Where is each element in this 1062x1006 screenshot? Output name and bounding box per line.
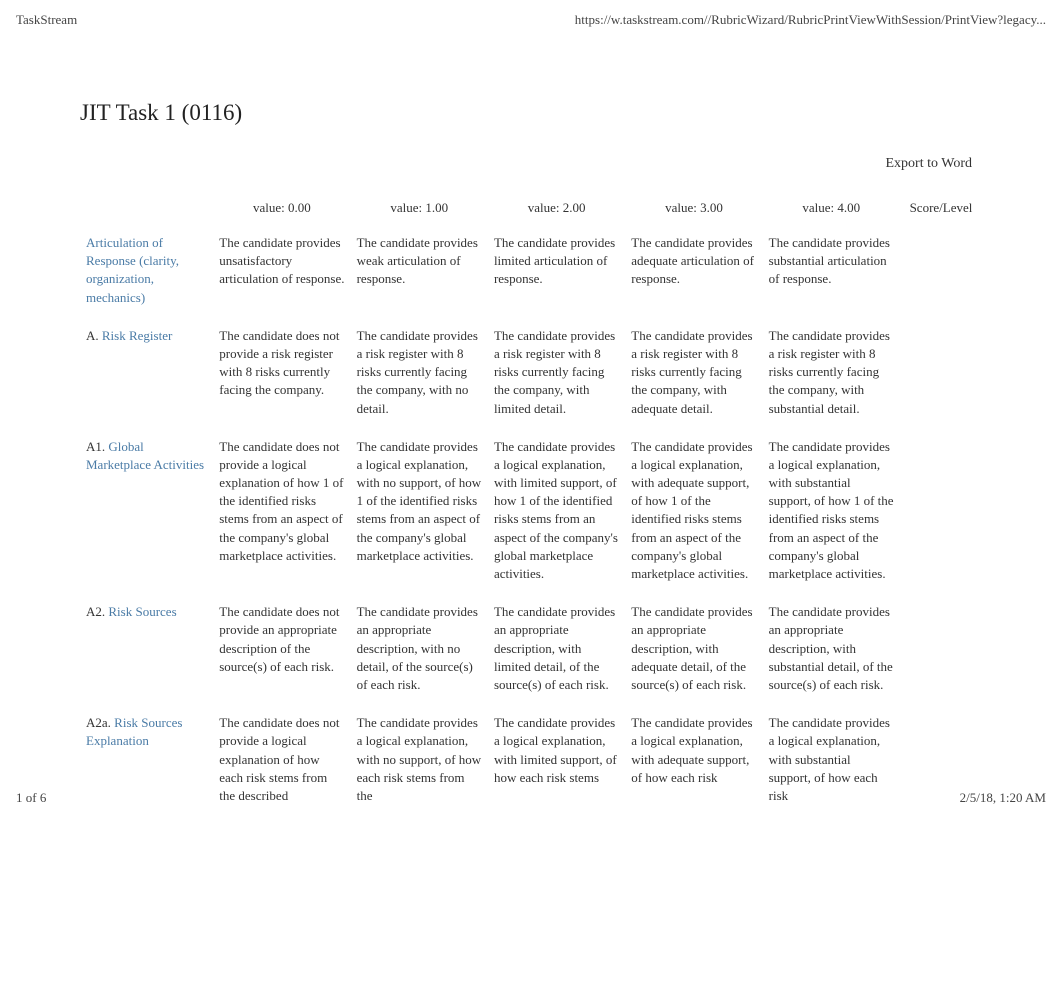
header-left: TaskStream: [16, 12, 77, 28]
value-cell: The candidate provides substantial artic…: [763, 224, 900, 317]
criteria-link[interactable]: Articulation of Response (clarity, organ…: [86, 235, 179, 305]
table-header-row: value: 0.00 value: 1.00 value: 2.00 valu…: [80, 192, 982, 224]
value-cell: The candidate does not provide an approp…: [213, 593, 350, 704]
score-cell: [900, 224, 982, 317]
value-cell: The candidate provides an appropriate de…: [763, 593, 900, 704]
export-to-word-link[interactable]: Export to Word: [80, 156, 982, 172]
value-cell: The candidate does not provide a risk re…: [213, 317, 350, 428]
criteria-prefix: A1.: [86, 439, 108, 454]
value-cell: The candidate provides unsatisfactory ar…: [213, 224, 350, 317]
rubric-table: value: 0.00 value: 1.00 value: 2.00 valu…: [80, 192, 982, 815]
criteria-cell: Articulation of Response (clarity, organ…: [80, 224, 213, 317]
col-value-0: value: 0.00: [213, 192, 350, 224]
footer-left: 1 of 6: [16, 790, 46, 806]
table-row: A2. Risk SourcesThe candidate does not p…: [80, 593, 982, 704]
col-value-3: value: 3.00: [625, 192, 762, 224]
table-row: A. Risk RegisterThe candidate does not p…: [80, 317, 982, 428]
value-cell: The candidate provides an appropriate de…: [488, 593, 625, 704]
criteria-prefix: A.: [86, 328, 102, 343]
value-cell: The candidate provides a logical explana…: [488, 428, 625, 594]
col-criteria: [80, 192, 213, 224]
col-value-1: value: 1.00: [351, 192, 488, 224]
value-cell: The candidate provides a logical explana…: [351, 428, 488, 594]
value-cell: The candidate provides adequate articula…: [625, 224, 762, 317]
footer-right: 2/5/18, 1:20 AM: [960, 790, 1046, 806]
content-wrapper: JIT Task 1 (0116) Export to Word value: …: [0, 40, 1062, 815]
col-value-2: value: 2.00: [488, 192, 625, 224]
value-cell: The candidate provides a risk register w…: [763, 317, 900, 428]
criteria-prefix: A2a.: [86, 715, 114, 730]
value-cell: The candidate provides a logical explana…: [763, 428, 900, 594]
criteria-link[interactable]: Risk Sources: [108, 604, 176, 619]
score-cell: [900, 428, 982, 594]
score-cell: [900, 317, 982, 428]
score-cell: [900, 593, 982, 704]
criteria-cell: A2. Risk Sources: [80, 593, 213, 704]
value-cell: The candidate provides a risk register w…: [488, 317, 625, 428]
value-cell: The candidate provides an appropriate de…: [351, 593, 488, 704]
value-cell: The candidate provides limited articulat…: [488, 224, 625, 317]
criteria-prefix: A2.: [86, 604, 108, 619]
header-bar: TaskStream https://w.taskstream.com//Rub…: [0, 0, 1062, 40]
table-row: A1. Global Marketplace ActivitiesThe can…: [80, 428, 982, 594]
header-right: https://w.taskstream.com//RubricWizard/R…: [575, 12, 1046, 28]
value-cell: The candidate provides weak articulation…: [351, 224, 488, 317]
criteria-link[interactable]: Risk Register: [102, 328, 172, 343]
value-cell: The candidate provides a risk register w…: [625, 317, 762, 428]
criteria-cell: A. Risk Register: [80, 317, 213, 428]
value-cell: The candidate provides a risk register w…: [351, 317, 488, 428]
criteria-cell: A1. Global Marketplace Activities: [80, 428, 213, 594]
value-cell: The candidate does not provide a logical…: [213, 428, 350, 594]
page-title: JIT Task 1 (0116): [80, 100, 982, 126]
value-cell: The candidate provides an appropriate de…: [625, 593, 762, 704]
value-cell: The candidate provides a logical explana…: [625, 428, 762, 594]
table-row: Articulation of Response (clarity, organ…: [80, 224, 982, 317]
col-score: Score/Level: [900, 192, 982, 224]
col-value-4: value: 4.00: [763, 192, 900, 224]
footer-bar: 1 of 6 2/5/18, 1:20 AM: [0, 790, 1062, 806]
